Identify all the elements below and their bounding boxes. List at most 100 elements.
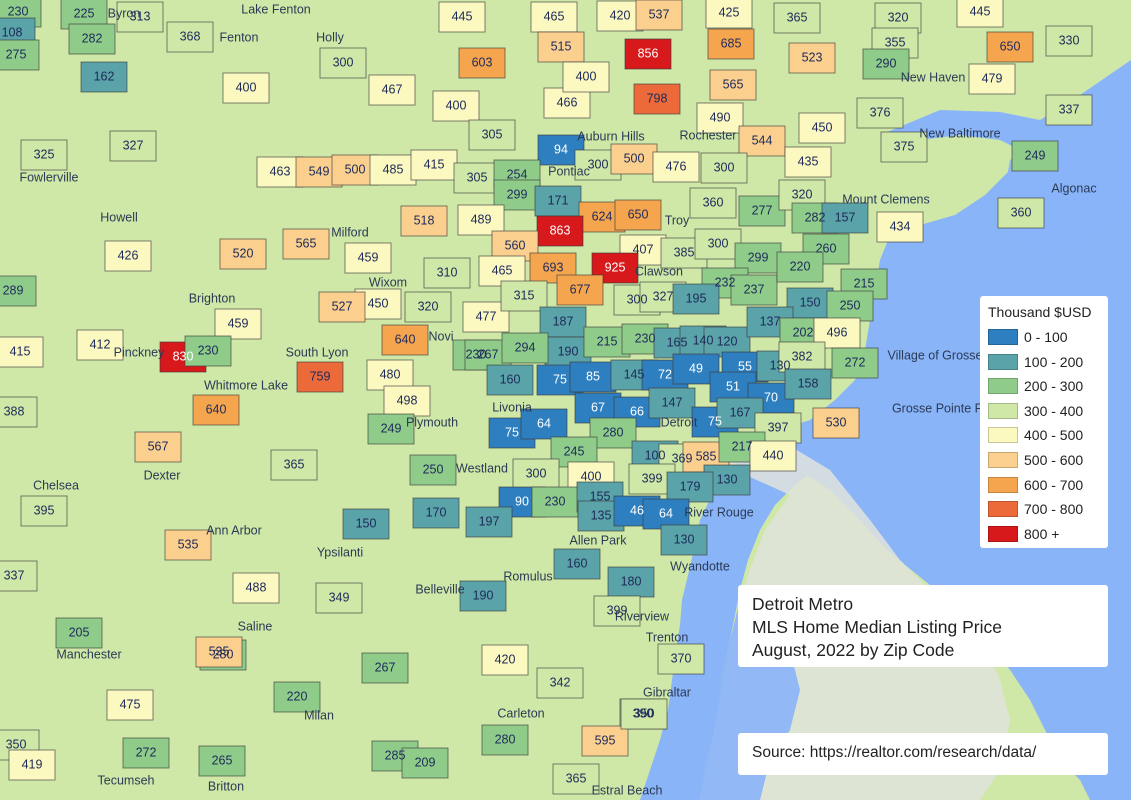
legend-item: 400 - 500 [988,425,1083,445]
zip-value-label: 285 [385,748,406,762]
zip-value-label: 565 [296,236,317,250]
zip-value-label: 603 [472,55,493,69]
zip-value-label: 179 [680,479,701,493]
zip-region [400,205,448,237]
zip-region [562,61,610,93]
place-name-label: Britton [208,779,244,793]
zip-value-label: 320 [792,187,813,201]
zip-value-label: 466 [557,95,578,109]
zip-region [368,74,416,106]
zip-region [481,644,529,676]
zip-value-label: 595 [595,733,616,747]
zip-region [614,199,662,231]
zip-value-label: 624 [592,209,613,223]
legend-label: 800 + [1024,525,1060,542]
zip-region [788,42,836,74]
zip-value-label: 330 [1059,33,1080,47]
zip-value-label: 759 [310,369,331,383]
zip-value-label: 46 [630,503,644,517]
legend-swatch [988,476,1018,493]
zip-value-label: 220 [287,689,308,703]
zip-value-label: 450 [368,296,389,310]
zip-value-label: 70 [764,390,778,404]
zip-value-label: 520 [233,246,254,260]
zip-region [694,228,742,260]
zip-value-label: 350 [6,737,27,751]
zip-value-label: 305 [467,170,488,184]
zip-value-label: 925 [605,260,626,274]
zip-value-label: 160 [567,556,588,570]
zip-value-label: 51 [726,379,740,393]
legend-item: 200 - 300 [988,376,1083,396]
zip-region [501,332,549,364]
zip-value-label: 267 [478,347,499,361]
zip-value-label: 120 [717,334,738,348]
zip-value-label: 85 [586,369,600,383]
place-name-label: Plymouth [406,415,458,429]
zip-value-label: 230 [635,331,656,345]
zip-value-label: 275 [6,47,27,61]
zip-region [581,725,629,757]
zip-value-label: 75 [505,425,519,439]
zip-region [986,31,1034,63]
zip-value-label: 150 [356,516,377,530]
place-name-label: Detroit [661,415,698,429]
zip-value-label: 230 [545,494,566,508]
zip-value-label: 160 [500,372,521,386]
zip-value-label: 530 [826,415,847,429]
zip-region [784,368,832,400]
zip-region [633,83,681,115]
zip-value-label: 300 [714,160,735,174]
zip-region [778,341,826,373]
zip-value-label: 488 [246,580,267,594]
zip-value-label: 108 [2,25,23,39]
zip-value-label: 498 [397,393,418,407]
zip-value-label: 490 [710,110,731,124]
legend-item: 600 - 700 [988,475,1083,495]
zip-region [798,112,846,144]
zip-region [282,228,330,260]
zip-region [344,242,392,274]
zip-region [610,143,658,175]
zip-value-label: 549 [309,164,330,178]
legend-title: Thousand $USD [988,304,1092,320]
zip-value-label: 280 [495,732,516,746]
zip-value-label: 215 [597,334,618,348]
zip-value-label: 300 [708,236,729,250]
place-name-label: Westland [456,461,508,475]
zip-value-label: 272 [845,355,866,369]
legend-swatch [988,501,1018,518]
place-name-label: Auburn Hills [577,129,644,143]
legend: Thousand $USD 0 - 100 100 - 200 200 - 300 3… [980,296,1108,548]
zip-region [635,0,683,31]
zip-value-label: 342 [550,675,571,689]
zip-region [749,440,797,472]
zip-value-label: 327 [653,289,674,303]
zip-region [657,643,705,675]
zip-region [705,0,753,29]
zip-region [856,97,904,129]
zip-value-label: 399 [642,471,663,485]
zip-value-label: 137 [760,314,781,328]
zip-value-label: 640 [395,332,416,346]
zip-value-label: 390 [633,706,654,720]
zip-region [104,240,152,272]
zip-value-label: 157 [835,210,856,224]
zip-region [652,151,700,183]
zip-region [166,21,214,53]
zip-value-label: 187 [553,314,574,328]
zip-region [862,48,910,80]
zip-region [315,582,363,614]
zip-region [666,471,714,503]
zip-value-label: 320 [418,299,439,313]
place-name-label: Troy [665,213,690,227]
zip-regions [0,0,1093,795]
legend-label: 200 - 300 [1024,378,1084,395]
zip-region [404,291,452,323]
zip-value-label: 382 [792,349,813,363]
zip-region [458,47,506,79]
zip-region [696,102,744,134]
zip-value-label: 426 [118,248,139,262]
zip-value-label: 337 [4,568,25,582]
zip-value-label: 479 [982,71,1003,85]
